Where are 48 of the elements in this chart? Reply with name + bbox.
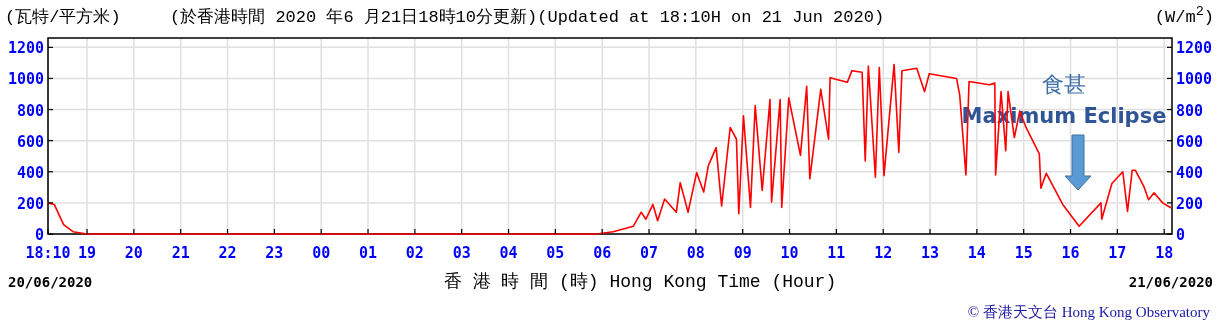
x-tick-label: 14 bbox=[967, 244, 986, 262]
x-tick-label: 11 bbox=[827, 244, 846, 262]
y-tick-label: 200 bbox=[16, 194, 44, 213]
text: 20/06/2020 bbox=[8, 274, 93, 290]
x-tick-label: 05 bbox=[546, 244, 565, 262]
x-tick-label: 18:10 bbox=[25, 244, 71, 262]
y-tick-label: 1200 bbox=[7, 39, 44, 58]
y2-tick-label: 400 bbox=[1176, 163, 1204, 182]
chart-title: (於香港時間 2020 年6 月21日18時10分更新)(Updated at 18:10H on 21 Jun 2020) bbox=[170, 7, 885, 27]
x-tick-label: 13 bbox=[921, 244, 940, 262]
x-tick-label: 23 bbox=[265, 244, 284, 262]
annotation: 食甚 bbox=[1042, 72, 1086, 97]
x-axis-title: 香 港 時 間 (時) Hong Kong Time (Hour) bbox=[443, 272, 837, 292]
y2-tick-label: 600 bbox=[1176, 132, 1204, 151]
x-tick-label: 04 bbox=[499, 244, 518, 262]
y-axis-title: (瓦特/平方米) bbox=[5, 7, 121, 27]
x-tick-label: 06 bbox=[593, 244, 612, 262]
x-tick-label: 16 bbox=[1061, 244, 1080, 262]
x-tick-label: 08 bbox=[686, 244, 705, 262]
x-tick-label: 18 bbox=[1155, 244, 1174, 262]
text: © 香港天文台 Hong Kong Observatory bbox=[967, 304, 1211, 320]
y2-tick-label: 1200 bbox=[1176, 39, 1213, 58]
y2-axis-title: (W/m$^{2}$) bbox=[1154, 3, 1214, 27]
y2-tick-label: 1000 bbox=[1176, 70, 1213, 89]
y2-tick-label: 800 bbox=[1176, 101, 1204, 120]
x-tick-label: 19 bbox=[78, 244, 97, 262]
x-tick-label: 17 bbox=[1108, 244, 1127, 262]
y-tick-label: 800 bbox=[16, 101, 44, 120]
text: 21/06/2020 bbox=[1128, 274, 1213, 290]
y2-tick-label: 200 bbox=[1176, 194, 1204, 213]
y2-tick-label: 0 bbox=[1176, 226, 1186, 244]
x-tick-label: 10 bbox=[780, 244, 799, 262]
x-tick-label: 22 bbox=[218, 244, 237, 262]
y-tick-label: 400 bbox=[16, 163, 44, 182]
y-tick-label: 600 bbox=[16, 132, 44, 151]
x-tick-label: 12 bbox=[874, 244, 893, 262]
y-tick-label: 0 bbox=[34, 226, 44, 244]
x-tick-label: 07 bbox=[640, 244, 659, 262]
x-tick-label: 15 bbox=[1014, 244, 1033, 262]
x-tick-label: 00 bbox=[312, 244, 331, 262]
x-tick-label: 01 bbox=[359, 244, 378, 262]
x-tick-label: 09 bbox=[733, 244, 752, 262]
line-series bbox=[47, 63, 1172, 235]
x-tick-label: 02 bbox=[405, 244, 424, 262]
x-tick-label: 21 bbox=[171, 244, 190, 262]
x-tick-label: 03 bbox=[452, 244, 471, 262]
y-tick-label: 1000 bbox=[7, 70, 44, 89]
x-tick-label: 20 bbox=[124, 244, 143, 262]
